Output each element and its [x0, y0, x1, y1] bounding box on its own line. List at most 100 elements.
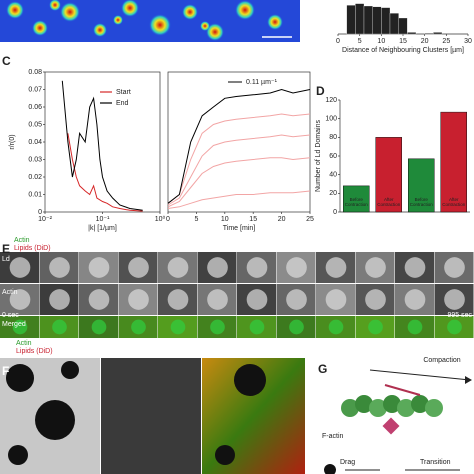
micrographs — [0, 252, 474, 338]
x-tick-label: 10⁻² — [38, 216, 52, 223]
cell — [167, 289, 189, 310]
crosslinker — [382, 417, 400, 435]
series-line — [67, 133, 143, 212]
cell — [88, 289, 110, 310]
y-tick-label: 0 — [333, 209, 337, 216]
label: Compaction — [423, 357, 460, 364]
cell — [365, 257, 386, 278]
cell — [289, 319, 304, 335]
cell — [249, 319, 265, 335]
cluster — [267, 14, 283, 30]
x-tick-label: 10 — [377, 38, 385, 45]
histogram-bar — [433, 32, 443, 35]
cell — [167, 257, 189, 278]
x-axis-label: |k| [1/µm] — [88, 225, 117, 232]
histogram-bar — [372, 6, 382, 35]
actin-monomer — [425, 399, 443, 417]
actin-monomer — [383, 395, 401, 413]
histogram-bar — [424, 33, 434, 35]
cell — [91, 319, 107, 335]
cluster — [32, 20, 48, 36]
cell — [286, 289, 307, 310]
cell — [207, 289, 228, 310]
series-line — [167, 113, 311, 204]
x-tick-label: 25 — [442, 38, 450, 45]
x-tick-label: 0 — [166, 216, 170, 223]
bar-label: Before Contraction — [345, 197, 369, 207]
x-tick-label: 0 — [336, 38, 340, 45]
arrow-head — [465, 376, 472, 384]
series-line — [167, 190, 311, 209]
cluster — [6, 1, 24, 19]
x-tick-label: 20 — [421, 38, 429, 45]
legend-label: End — [116, 100, 129, 107]
histogram-bar — [389, 13, 399, 35]
y-tick-label: 0.06 — [28, 104, 42, 111]
y-tick-label: 80 — [329, 134, 337, 141]
x-tick-label: 10 — [221, 216, 229, 223]
time-label: 0 sec — [2, 312, 19, 319]
label: Transition — [420, 459, 451, 466]
legend-lipids: Lipids (DiD) — [14, 245, 51, 252]
cell — [325, 257, 347, 278]
y-tick-label: 40 — [329, 172, 337, 179]
label: Drag — [340, 459, 355, 466]
y-tick-label: 100 — [325, 116, 337, 123]
cell — [88, 257, 110, 278]
x-tick-label: 15 — [399, 38, 407, 45]
cluster — [121, 0, 139, 17]
series-line — [167, 157, 311, 208]
domain — [61, 361, 79, 379]
plot-frame — [167, 71, 311, 213]
y-tick-label: 0.03 — [28, 156, 42, 163]
plot-frame — [44, 71, 161, 213]
cell — [128, 257, 149, 278]
y-axis-label: r/r(0) — [9, 134, 16, 149]
y-tick-label: 0.04 — [28, 139, 42, 146]
cluster — [149, 14, 171, 36]
domain — [8, 445, 28, 465]
row-label: Actin — [2, 289, 18, 296]
cell — [325, 289, 347, 310]
bar — [343, 185, 370, 213]
y-tick-label: 20 — [329, 190, 337, 197]
cell — [52, 319, 67, 335]
label: F-actin — [322, 433, 344, 440]
y-tick-label: 0.01 — [28, 191, 42, 198]
legend-lipids: Lipids (DiD) — [16, 348, 53, 355]
panel-label: E — [2, 242, 10, 256]
cluster — [200, 21, 210, 31]
annotation: 0.11 µm⁻¹ — [246, 79, 278, 86]
cell — [404, 289, 426, 310]
x-tick-label: 15 — [249, 216, 257, 223]
x-tick-label: 20 — [278, 216, 286, 223]
y-tick-label: 0.02 — [28, 174, 42, 181]
bar-label: Before Contraction — [410, 197, 434, 207]
cell — [368, 319, 383, 335]
y-tick-label: 0.08 — [28, 69, 42, 76]
cell — [131, 319, 146, 335]
y-tick-label: 0 — [38, 209, 42, 216]
x-tick-label: 25 — [306, 216, 314, 223]
actin-monomer — [369, 399, 387, 417]
y-tick-label: 0.05 — [28, 121, 42, 128]
x-tick-label: 10⁰ — [155, 215, 166, 223]
cell — [444, 257, 465, 278]
actin-network — [101, 358, 201, 474]
cell — [128, 289, 149, 310]
domain — [215, 445, 235, 465]
x-tick-label: 5 — [358, 38, 362, 45]
actin-monomer — [397, 399, 415, 417]
legend-actin: Actin — [14, 237, 30, 244]
cell — [210, 319, 225, 335]
myosin — [384, 384, 421, 396]
cluster — [113, 15, 123, 25]
cell — [447, 319, 462, 335]
cluster — [93, 23, 107, 37]
series-line — [167, 88, 311, 204]
histogram-bar — [398, 17, 408, 35]
legend-label: Start — [116, 89, 131, 96]
row-label: Merged — [2, 321, 26, 328]
cell — [246, 289, 268, 310]
cell — [444, 289, 465, 310]
